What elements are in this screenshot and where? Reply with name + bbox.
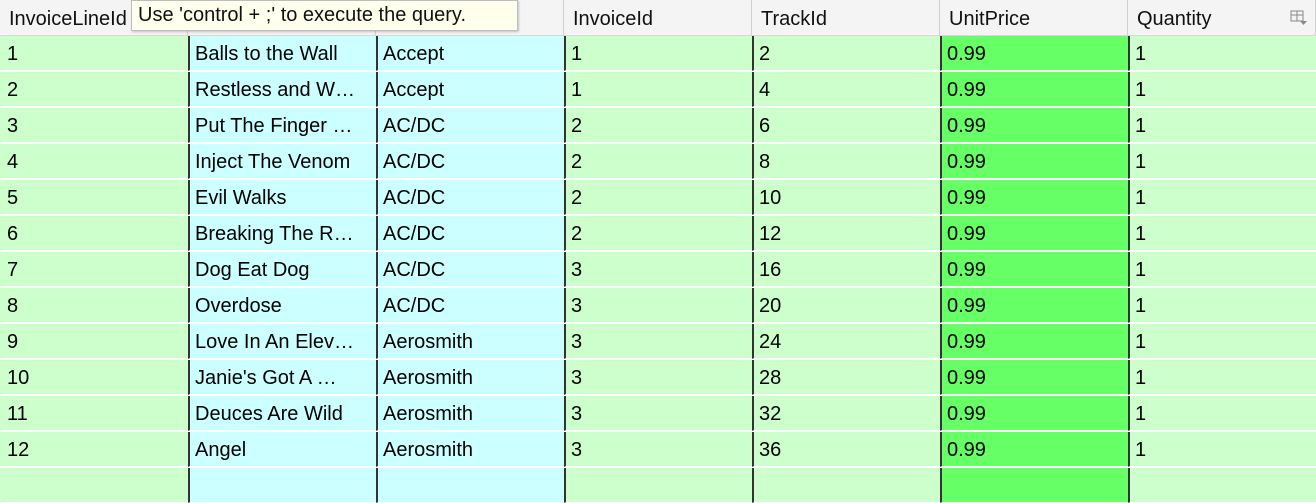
cell[interactable]: 2 — [564, 144, 752, 179]
cell[interactable]: 3 — [564, 324, 752, 359]
cell[interactable] — [376, 468, 564, 503]
cell[interactable]: 1 — [1128, 396, 1316, 431]
cell[interactable]: Accept — [376, 72, 564, 107]
cell[interactable]: 3 — [564, 252, 752, 287]
cell[interactable]: 2 — [564, 180, 752, 215]
cell[interactable]: 3 — [564, 432, 752, 467]
cell[interactable]: AC/DC — [376, 144, 564, 179]
column-header[interactable]: Quantity — [1128, 0, 1316, 36]
cell[interactable]: Dog Eat Dog — [188, 252, 376, 287]
cell[interactable]: 0.99 — [940, 216, 1128, 251]
cell[interactable]: 1 — [1128, 72, 1316, 107]
cell[interactable]: 8 — [752, 144, 940, 179]
cell[interactable] — [940, 468, 1128, 503]
column-menu-icon[interactable] — [1290, 10, 1308, 26]
cell[interactable]: 10 — [752, 180, 940, 215]
cell[interactable]: 9 — [0, 324, 188, 359]
cell[interactable]: 4 — [0, 144, 188, 179]
column-header[interactable]: UnitPrice — [940, 0, 1128, 36]
cell[interactable]: 3 — [564, 396, 752, 431]
cell[interactable]: 2 — [564, 216, 752, 251]
cell[interactable]: 11 — [0, 396, 188, 431]
cell[interactable] — [564, 468, 752, 503]
cell[interactable]: 0.99 — [940, 180, 1128, 215]
cell[interactable]: Angel — [188, 432, 376, 467]
cell[interactable]: 0.99 — [940, 108, 1128, 143]
cell[interactable]: 2 — [0, 72, 188, 107]
cell[interactable]: 1 — [1128, 180, 1316, 215]
cell[interactable]: AC/DC — [376, 288, 564, 323]
cell[interactable]: 1 — [1128, 108, 1316, 143]
cell[interactable]: Breaking The R… — [188, 216, 376, 251]
cell[interactable] — [0, 468, 188, 503]
cell[interactable]: Aerosmith — [376, 432, 564, 467]
cell[interactable]: 20 — [752, 288, 940, 323]
cell[interactable]: 1 — [1128, 252, 1316, 287]
cell[interactable]: 10 — [0, 360, 188, 395]
cell[interactable]: Evil Walks — [188, 180, 376, 215]
cell[interactable]: 3 — [564, 288, 752, 323]
cell[interactable]: Overdose — [188, 288, 376, 323]
cell[interactable]: Inject The Venom — [188, 144, 376, 179]
cell[interactable]: 6 — [0, 216, 188, 251]
cell[interactable]: 3 — [0, 108, 188, 143]
cell[interactable]: 1 — [1128, 360, 1316, 395]
tooltip: Use 'control + ;' to execute the query. — [131, 0, 518, 31]
cell[interactable]: 16 — [752, 252, 940, 287]
cell[interactable]: 12 — [0, 432, 188, 467]
cell[interactable]: Aerosmith — [376, 396, 564, 431]
cell[interactable]: Aerosmith — [376, 324, 564, 359]
cell[interactable]: 1 — [1128, 144, 1316, 179]
cell[interactable]: Janie's Got A … — [188, 360, 376, 395]
cell[interactable]: 24 — [752, 324, 940, 359]
cell[interactable]: 12 — [752, 216, 940, 251]
cell[interactable]: 0.99 — [940, 360, 1128, 395]
cell[interactable]: 1 — [1128, 432, 1316, 467]
cell[interactable]: 1 — [564, 36, 752, 71]
cell[interactable] — [752, 468, 940, 503]
cell[interactable]: Accept — [376, 36, 564, 71]
cell[interactable]: 1 — [1128, 324, 1316, 359]
cell[interactable]: 1 — [1128, 288, 1316, 323]
cell[interactable]: AC/DC — [376, 216, 564, 251]
cell[interactable]: 4 — [752, 72, 940, 107]
cell[interactable]: 1 — [564, 72, 752, 107]
cell[interactable]: 36 — [752, 432, 940, 467]
cell[interactable]: 1 — [1128, 36, 1316, 71]
cell[interactable] — [1128, 468, 1316, 503]
column-header[interactable]: InvoiceId — [564, 0, 752, 36]
cell[interactable]: 2 — [564, 108, 752, 143]
cell[interactable]: 0.99 — [940, 72, 1128, 107]
cell[interactable]: 3 — [564, 360, 752, 395]
cell[interactable]: 8 — [0, 288, 188, 323]
column-header[interactable]: TrackId — [752, 0, 940, 36]
cell[interactable]: 0.99 — [940, 324, 1128, 359]
cell[interactable]: 1 — [0, 36, 188, 71]
cell[interactable]: 0.99 — [940, 288, 1128, 323]
cell[interactable]: 7 — [0, 252, 188, 287]
cell[interactable]: Restless and W… — [188, 72, 376, 107]
cell[interactable]: 0.99 — [940, 144, 1128, 179]
cell[interactable] — [188, 468, 376, 503]
cell[interactable]: 0.99 — [940, 252, 1128, 287]
cell[interactable]: 5 — [0, 180, 188, 215]
cell[interactable]: AC/DC — [376, 252, 564, 287]
cell[interactable]: 6 — [752, 108, 940, 143]
cell[interactable]: Put The Finger … — [188, 108, 376, 143]
cell[interactable]: 0.99 — [940, 36, 1128, 71]
cell[interactable]: 28 — [752, 360, 940, 395]
cell[interactable]: AC/DC — [376, 180, 564, 215]
cell[interactable]: Aerosmith — [376, 360, 564, 395]
cell[interactable]: Balls to the Wall — [188, 36, 376, 71]
cell[interactable]: 1 — [1128, 216, 1316, 251]
cell[interactable]: Love In An Elev… — [188, 324, 376, 359]
cell[interactable]: AC/DC — [376, 108, 564, 143]
cell[interactable]: Deuces Are Wild — [188, 396, 376, 431]
cell[interactable]: 0.99 — [940, 396, 1128, 431]
cell[interactable]: 0.99 — [940, 432, 1128, 467]
cell[interactable]: 32 — [752, 396, 940, 431]
cell[interactable]: 2 — [752, 36, 940, 71]
